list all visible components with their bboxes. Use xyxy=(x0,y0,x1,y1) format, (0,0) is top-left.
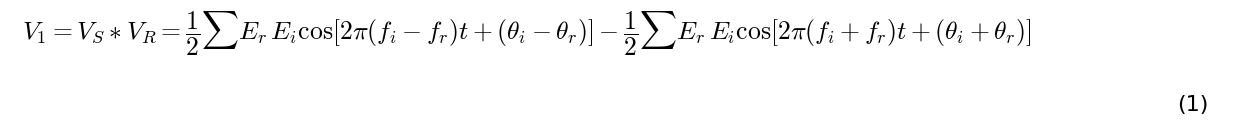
Text: (1): (1) xyxy=(1178,95,1209,115)
Text: $V_1 = V_S * V_R = \dfrac{1}{2}\sum E_r\, E_i\cos[2\pi(f_i - f_r)t + (\theta_i -: $V_1 = V_S * V_R = \dfrac{1}{2}\sum E_r\… xyxy=(22,10,1032,58)
